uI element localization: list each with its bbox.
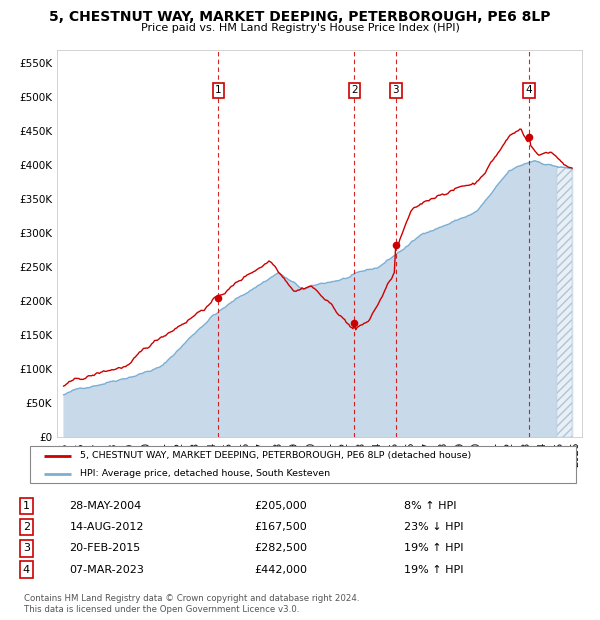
Text: 20-FEB-2015: 20-FEB-2015 (70, 543, 141, 554)
Text: 23% ↓ HPI: 23% ↓ HPI (404, 522, 463, 533)
Text: 4: 4 (23, 565, 30, 575)
Text: 1: 1 (23, 501, 30, 511)
Text: 3: 3 (392, 86, 399, 95)
Text: 2: 2 (351, 86, 358, 95)
Text: 07-MAR-2023: 07-MAR-2023 (70, 565, 145, 575)
Text: 14-AUG-2012: 14-AUG-2012 (70, 522, 144, 533)
Text: 19% ↑ HPI: 19% ↑ HPI (404, 543, 463, 554)
Text: £442,000: £442,000 (254, 565, 307, 575)
Text: Contains HM Land Registry data © Crown copyright and database right 2024.: Contains HM Land Registry data © Crown c… (24, 594, 359, 603)
Text: 19% ↑ HPI: 19% ↑ HPI (404, 565, 463, 575)
Text: 3: 3 (23, 543, 30, 554)
Text: HPI: Average price, detached house, South Kesteven: HPI: Average price, detached house, Sout… (80, 469, 330, 479)
Text: 8% ↑ HPI: 8% ↑ HPI (404, 501, 456, 511)
Text: 4: 4 (526, 86, 532, 95)
Text: This data is licensed under the Open Government Licence v3.0.: This data is licensed under the Open Gov… (24, 605, 299, 614)
Text: 28-MAY-2004: 28-MAY-2004 (70, 501, 142, 511)
Text: £167,500: £167,500 (254, 522, 307, 533)
Text: £205,000: £205,000 (254, 501, 307, 511)
Text: 5, CHESTNUT WAY, MARKET DEEPING, PETERBOROUGH, PE6 8LP: 5, CHESTNUT WAY, MARKET DEEPING, PETERBO… (49, 10, 551, 24)
Text: 2: 2 (23, 522, 30, 533)
Text: Price paid vs. HM Land Registry's House Price Index (HPI): Price paid vs. HM Land Registry's House … (140, 23, 460, 33)
Text: 5, CHESTNUT WAY, MARKET DEEPING, PETERBOROUGH, PE6 8LP (detached house): 5, CHESTNUT WAY, MARKET DEEPING, PETERBO… (80, 451, 471, 461)
Text: 1: 1 (215, 86, 222, 95)
Text: £282,500: £282,500 (254, 543, 307, 554)
FancyBboxPatch shape (30, 446, 577, 483)
